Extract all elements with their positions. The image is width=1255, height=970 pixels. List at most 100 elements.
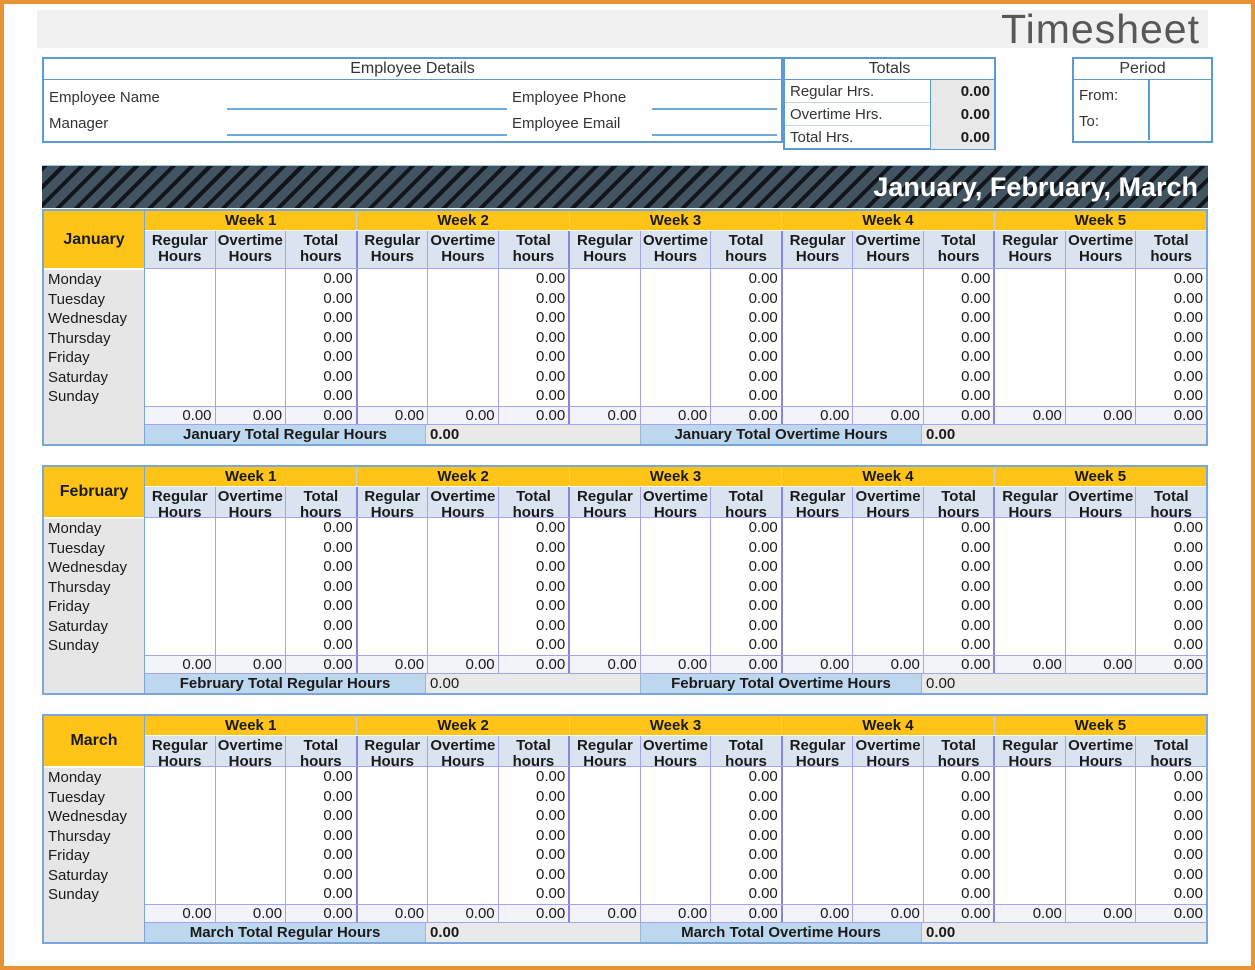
day-total-cell[interactable]: 0.00 (710, 635, 781, 655)
week-total-cell[interactable]: 0.00 (639, 406, 711, 424)
day-total-cell[interactable]: 0.00 (1135, 767, 1206, 787)
overtime-hours-cell[interactable] (639, 806, 711, 826)
overtime-hours-cell[interactable] (639, 518, 711, 538)
regular-hours-cell[interactable] (568, 518, 640, 538)
employee-name-field[interactable] (227, 88, 507, 110)
regular-hrs-value[interactable]: 0.00 (930, 80, 994, 103)
regular-hours-cell[interactable] (355, 845, 428, 865)
overtime-hours-cell[interactable] (1064, 884, 1136, 904)
overtime-hours-cell[interactable] (214, 786, 286, 806)
overtime-hours-cell[interactable] (852, 825, 923, 845)
week-total-cell[interactable]: 0.00 (852, 406, 923, 424)
day-total-cell[interactable]: 0.00 (922, 864, 994, 884)
overtime-hours-cell[interactable] (427, 386, 498, 406)
month-total-regular-value[interactable]: 0.00 (425, 674, 640, 693)
regular-hours-cell[interactable] (780, 366, 853, 386)
week-total-cell[interactable]: 0.00 (922, 406, 994, 424)
day-total-cell[interactable]: 0.00 (1135, 825, 1206, 845)
total-hrs-value[interactable]: 0.00 (930, 126, 994, 149)
regular-hours-cell[interactable] (568, 845, 640, 865)
regular-hours-cell[interactable] (780, 615, 853, 635)
day-total-cell[interactable]: 0.00 (1135, 786, 1206, 806)
regular-hours-cell[interactable] (780, 845, 853, 865)
regular-hours-cell[interactable] (355, 806, 428, 826)
overtime-hours-cell[interactable] (639, 557, 711, 577)
overtime-hours-cell[interactable] (214, 864, 286, 884)
overtime-hours-cell[interactable] (1064, 635, 1136, 655)
overtime-hours-cell[interactable] (214, 806, 286, 826)
regular-hours-cell[interactable] (355, 576, 428, 596)
week-total-cell[interactable]: 0.00 (285, 904, 356, 922)
regular-hours-cell[interactable] (355, 327, 428, 347)
day-total-cell[interactable]: 0.00 (497, 806, 569, 826)
week-total-cell[interactable]: 0.00 (1135, 406, 1206, 424)
overtime-hours-cell[interactable] (639, 269, 711, 289)
overtime-hours-cell[interactable] (639, 884, 711, 904)
overtime-hours-cell[interactable] (1064, 269, 1136, 289)
regular-hours-cell[interactable] (993, 518, 1065, 538)
overtime-hours-cell[interactable] (214, 347, 286, 367)
week-total-cell[interactable]: 0.00 (355, 406, 428, 424)
regular-hours-cell[interactable] (993, 537, 1065, 557)
week-total-cell[interactable]: 0.00 (780, 904, 853, 922)
day-total-cell[interactable]: 0.00 (710, 386, 781, 406)
overtime-hours-cell[interactable] (214, 288, 286, 308)
regular-hours-cell[interactable] (568, 269, 640, 289)
day-total-cell[interactable]: 0.00 (285, 635, 356, 655)
month-total-overtime-value[interactable]: 0.00 (921, 674, 1206, 693)
day-total-cell[interactable]: 0.00 (497, 576, 569, 596)
overtime-hours-cell[interactable] (852, 269, 923, 289)
week-total-cell[interactable]: 0.00 (1064, 406, 1136, 424)
week-total-cell[interactable]: 0.00 (639, 904, 711, 922)
day-total-cell[interactable]: 0.00 (285, 308, 356, 328)
regular-hours-cell[interactable] (993, 767, 1065, 787)
week-total-cell[interactable]: 0.00 (1064, 655, 1136, 673)
day-total-cell[interactable]: 0.00 (922, 884, 994, 904)
regular-hours-cell[interactable] (993, 557, 1065, 577)
regular-hours-cell[interactable] (993, 269, 1065, 289)
day-total-cell[interactable]: 0.00 (922, 386, 994, 406)
week-total-cell[interactable]: 0.00 (639, 655, 711, 673)
overtime-hours-cell[interactable] (427, 576, 498, 596)
overtime-hours-cell[interactable] (1064, 825, 1136, 845)
day-total-cell[interactable]: 0.00 (710, 557, 781, 577)
day-total-cell[interactable]: 0.00 (497, 327, 569, 347)
regular-hours-cell[interactable] (780, 347, 853, 367)
week-total-cell[interactable]: 0.00 (1135, 904, 1206, 922)
overtime-hours-cell[interactable] (852, 386, 923, 406)
week-total-cell[interactable]: 0.00 (568, 406, 640, 424)
day-total-cell[interactable]: 0.00 (1135, 308, 1206, 328)
regular-hours-cell[interactable] (355, 825, 428, 845)
regular-hours-cell[interactable] (993, 576, 1065, 596)
regular-hours-cell[interactable] (993, 845, 1065, 865)
regular-hours-cell[interactable] (568, 288, 640, 308)
day-total-cell[interactable]: 0.00 (285, 596, 356, 616)
regular-hours-cell[interactable] (993, 635, 1065, 655)
regular-hours-cell[interactable] (145, 615, 215, 635)
regular-hours-cell[interactable] (568, 386, 640, 406)
day-total-cell[interactable]: 0.00 (285, 884, 356, 904)
overtime-hours-cell[interactable] (214, 386, 286, 406)
day-total-cell[interactable]: 0.00 (1135, 386, 1206, 406)
day-total-cell[interactable]: 0.00 (285, 615, 356, 635)
regular-hours-cell[interactable] (355, 615, 428, 635)
day-total-cell[interactable]: 0.00 (922, 557, 994, 577)
week-total-cell[interactable]: 0.00 (214, 655, 286, 673)
overtime-hours-cell[interactable] (639, 386, 711, 406)
day-total-cell[interactable]: 0.00 (1135, 537, 1206, 557)
overtime-hours-cell[interactable] (1064, 864, 1136, 884)
overtime-hours-cell[interactable] (852, 596, 923, 616)
overtime-hours-cell[interactable] (427, 615, 498, 635)
overtime-hours-cell[interactable] (427, 347, 498, 367)
day-total-cell[interactable]: 0.00 (1135, 327, 1206, 347)
day-total-cell[interactable]: 0.00 (710, 347, 781, 367)
overtime-hours-cell[interactable] (214, 308, 286, 328)
regular-hours-cell[interactable] (355, 884, 428, 904)
overtime-hours-cell[interactable] (852, 557, 923, 577)
regular-hours-cell[interactable] (145, 884, 215, 904)
day-total-cell[interactable]: 0.00 (922, 269, 994, 289)
regular-hours-cell[interactable] (145, 288, 215, 308)
month-total-regular-value[interactable]: 0.00 (425, 923, 640, 942)
regular-hours-cell[interactable] (145, 786, 215, 806)
day-total-cell[interactable]: 0.00 (1135, 615, 1206, 635)
